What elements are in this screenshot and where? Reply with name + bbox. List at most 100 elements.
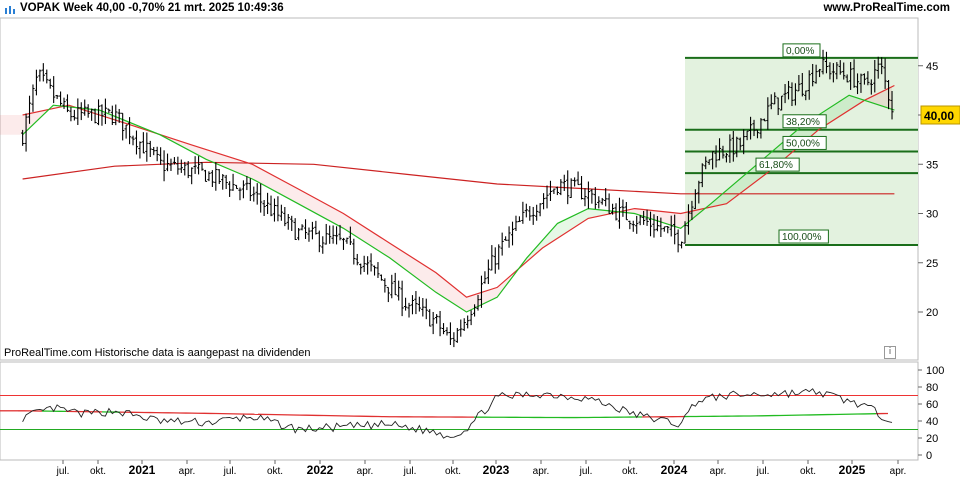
price-bar bbox=[814, 64, 818, 84]
price-bar bbox=[776, 97, 780, 116]
price-bar bbox=[348, 226, 352, 245]
price-bar bbox=[686, 204, 691, 235]
price-bar bbox=[438, 310, 442, 337]
price-bar bbox=[372, 265, 377, 276]
price-bar bbox=[811, 63, 815, 87]
price-bar bbox=[400, 280, 404, 317]
price-bar bbox=[745, 130, 749, 141]
price-bar bbox=[579, 176, 584, 200]
y-tick-label: 25 bbox=[926, 258, 938, 270]
price-bar bbox=[127, 117, 132, 145]
price-bar bbox=[224, 174, 228, 190]
price-bar bbox=[748, 116, 753, 140]
price-bar bbox=[769, 94, 773, 110]
price-bar bbox=[31, 84, 35, 112]
price-bar bbox=[234, 184, 239, 190]
price-bar bbox=[338, 224, 342, 241]
price-bar bbox=[379, 274, 384, 281]
price-bar bbox=[41, 63, 45, 82]
price-bar bbox=[704, 156, 708, 170]
fib-level-label: 0,00% bbox=[786, 46, 814, 57]
price-bar bbox=[555, 186, 559, 196]
price-bar bbox=[210, 170, 214, 187]
price-bar bbox=[652, 214, 656, 238]
price-bar bbox=[38, 69, 42, 82]
price-bar bbox=[566, 170, 570, 205]
price-bar bbox=[421, 297, 425, 317]
price-bar bbox=[252, 186, 256, 202]
price-bar bbox=[721, 145, 725, 159]
oscillator-y-tick-label: 20 bbox=[926, 433, 938, 445]
price-bar bbox=[631, 220, 635, 232]
price-bar bbox=[476, 294, 480, 311]
price-bar bbox=[504, 236, 508, 241]
price-bar bbox=[679, 241, 684, 249]
price-bar bbox=[642, 210, 646, 225]
price-bar bbox=[535, 204, 539, 221]
price-bar bbox=[145, 132, 149, 162]
price-bar bbox=[300, 224, 304, 231]
price-bar bbox=[500, 232, 504, 256]
x-tick-label: jul. bbox=[579, 466, 593, 477]
price-bar bbox=[369, 253, 373, 272]
prorealtime-logo-icon bbox=[5, 6, 15, 14]
oscillator-panel-frame bbox=[0, 361, 919, 461]
price-bar bbox=[455, 327, 459, 343]
price-bar bbox=[638, 215, 642, 226]
x-tick-label: okt. bbox=[90, 466, 106, 477]
price-bar bbox=[459, 319, 463, 337]
price-bar bbox=[21, 129, 25, 146]
price-bar bbox=[645, 209, 649, 226]
price-bar bbox=[780, 95, 784, 111]
price-bar bbox=[635, 215, 639, 234]
price-bar bbox=[307, 227, 311, 242]
price-bar bbox=[880, 57, 884, 75]
price-bar bbox=[159, 147, 163, 165]
price-bar bbox=[103, 98, 108, 125]
info-icon[interactable]: i bbox=[884, 346, 896, 359]
price-bar bbox=[165, 153, 170, 172]
price-bar bbox=[83, 99, 87, 116]
price-bar bbox=[52, 76, 56, 104]
price-bar bbox=[334, 226, 339, 245]
price-bar bbox=[55, 94, 59, 100]
price-bar bbox=[186, 161, 190, 179]
price-bar bbox=[183, 161, 187, 176]
price-bar bbox=[262, 199, 266, 217]
price-bar bbox=[849, 62, 853, 90]
price-bar bbox=[514, 215, 518, 231]
price-bar bbox=[435, 314, 439, 324]
price-bar bbox=[441, 323, 446, 335]
price-bar bbox=[417, 296, 421, 312]
price-bar bbox=[193, 156, 197, 174]
price-bar bbox=[717, 138, 722, 161]
price-bar bbox=[58, 91, 63, 106]
price-bar bbox=[90, 108, 94, 121]
price-bar bbox=[265, 192, 270, 215]
price-bar bbox=[317, 230, 321, 253]
price-bar bbox=[876, 56, 880, 79]
price-bar bbox=[786, 80, 791, 100]
price-bar bbox=[65, 94, 70, 113]
fib-level-label: 61,80% bbox=[759, 160, 793, 171]
fib-level-label-box bbox=[782, 135, 827, 150]
price-bar bbox=[48, 78, 52, 89]
last-price-label: 40,00 bbox=[924, 109, 954, 123]
price-bar bbox=[510, 221, 515, 246]
x-tick-label: apr. bbox=[533, 466, 550, 477]
price-bar bbox=[524, 203, 528, 218]
price-bar bbox=[724, 153, 729, 163]
price-bar bbox=[93, 108, 97, 124]
bearish-cloud bbox=[868, 86, 892, 110]
price-bar bbox=[366, 256, 370, 275]
price-bar bbox=[397, 280, 401, 301]
y-tick-label: 20 bbox=[926, 307, 938, 319]
last-price-badge bbox=[920, 105, 960, 125]
price-bar bbox=[228, 181, 232, 197]
price-bar bbox=[466, 315, 470, 329]
price-bar bbox=[152, 146, 156, 156]
price-bar bbox=[486, 259, 490, 285]
x-tick-label: 2025 bbox=[839, 463, 866, 477]
x-tick-label: okt. bbox=[800, 466, 816, 477]
